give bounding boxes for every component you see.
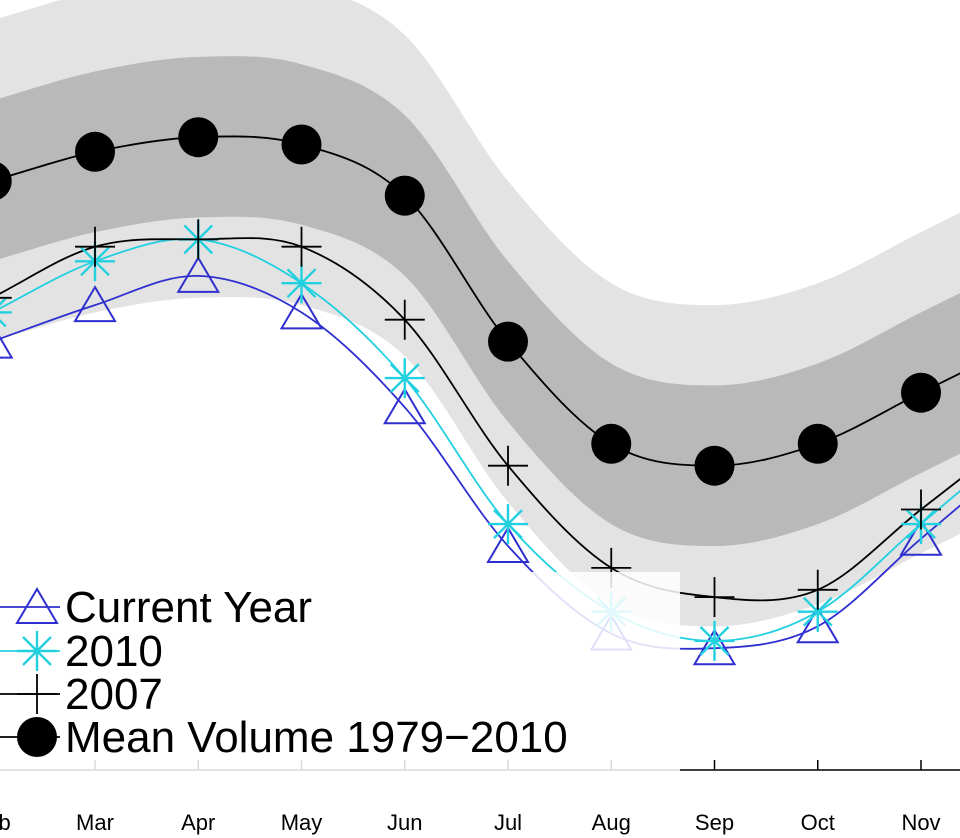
marker-current-year [692,628,737,666]
marker-mean-volume-1979-2010 [0,162,12,200]
marker-2007 [694,577,735,618]
x-tick-label: Jul [494,810,522,835]
marker-2007 [178,219,219,260]
marker-mean-volume-1979-2010 [178,117,219,158]
x-tick-label: Sep [695,810,734,835]
marker-2010 [694,620,735,661]
marker-current-year [279,292,324,330]
legend-label-2010: 2010 [65,627,163,676]
marker-current-year [176,255,220,293]
marker-2007 [75,226,115,267]
marker-2010 [488,504,528,545]
marker-current-year [383,387,427,425]
x-tick-label: Oct [801,810,835,835]
marker-2010 [797,591,838,632]
marker-mean-volume-1979-2010 [591,423,632,464]
legend-label-mean-volume-1979-2010: Mean Volume 1979−2010 [65,713,568,762]
legend-box [0,572,680,772]
marker-2010 [384,358,425,399]
marker-mean-volume-1979-2010 [75,131,115,172]
legend-label-current-year: Current Year [65,583,312,632]
marker-mean-volume-1979-2010 [694,445,735,486]
x-tick-label: Aug [592,810,631,835]
marker-current-year [486,526,530,563]
x-tick-label: Feb [0,810,11,835]
x-tick-label: Jun [387,810,422,835]
marker-current-year [796,606,840,644]
marker-2007 [901,489,941,530]
x-axis-ticks: Feb Mar Apr May Jun Jul Aug Sep Oct Nov [0,760,941,835]
marker-mean-volume-1979-2010 [488,321,528,362]
marker-mean-volume-1979-2010 [797,423,838,464]
x-tick-label: Mar [76,810,114,835]
legend-marker-current-year [15,587,59,624]
x-tick-label: Nov [901,810,940,835]
marker-current-year [899,518,943,556]
marker-2007 [281,226,322,267]
marker-mean-volume-1979-2010 [901,372,941,413]
series-line-current-year [0,274,960,650]
legend-label-2007: 2007 [65,670,163,719]
marker-2007 [384,299,425,340]
marker-2010 [281,263,322,304]
marker-2007 [0,296,12,299]
marker-2007 [797,569,838,610]
marker-mean-volume-1979-2010 [281,124,322,165]
marker-current-year [0,335,14,359]
marker-2007 [488,445,528,486]
marker-mean-volume-1979-2010 [384,175,425,216]
x-tick-label: May [281,810,323,835]
legend-marker-mean-volume-1979-2010 [17,717,57,757]
marker-current-year [73,285,117,323]
legend-marker-2010 [17,631,57,671]
x-tick-label: Apr [181,810,215,835]
std-bands [0,0,960,627]
legend-marker-2007 [17,674,57,714]
